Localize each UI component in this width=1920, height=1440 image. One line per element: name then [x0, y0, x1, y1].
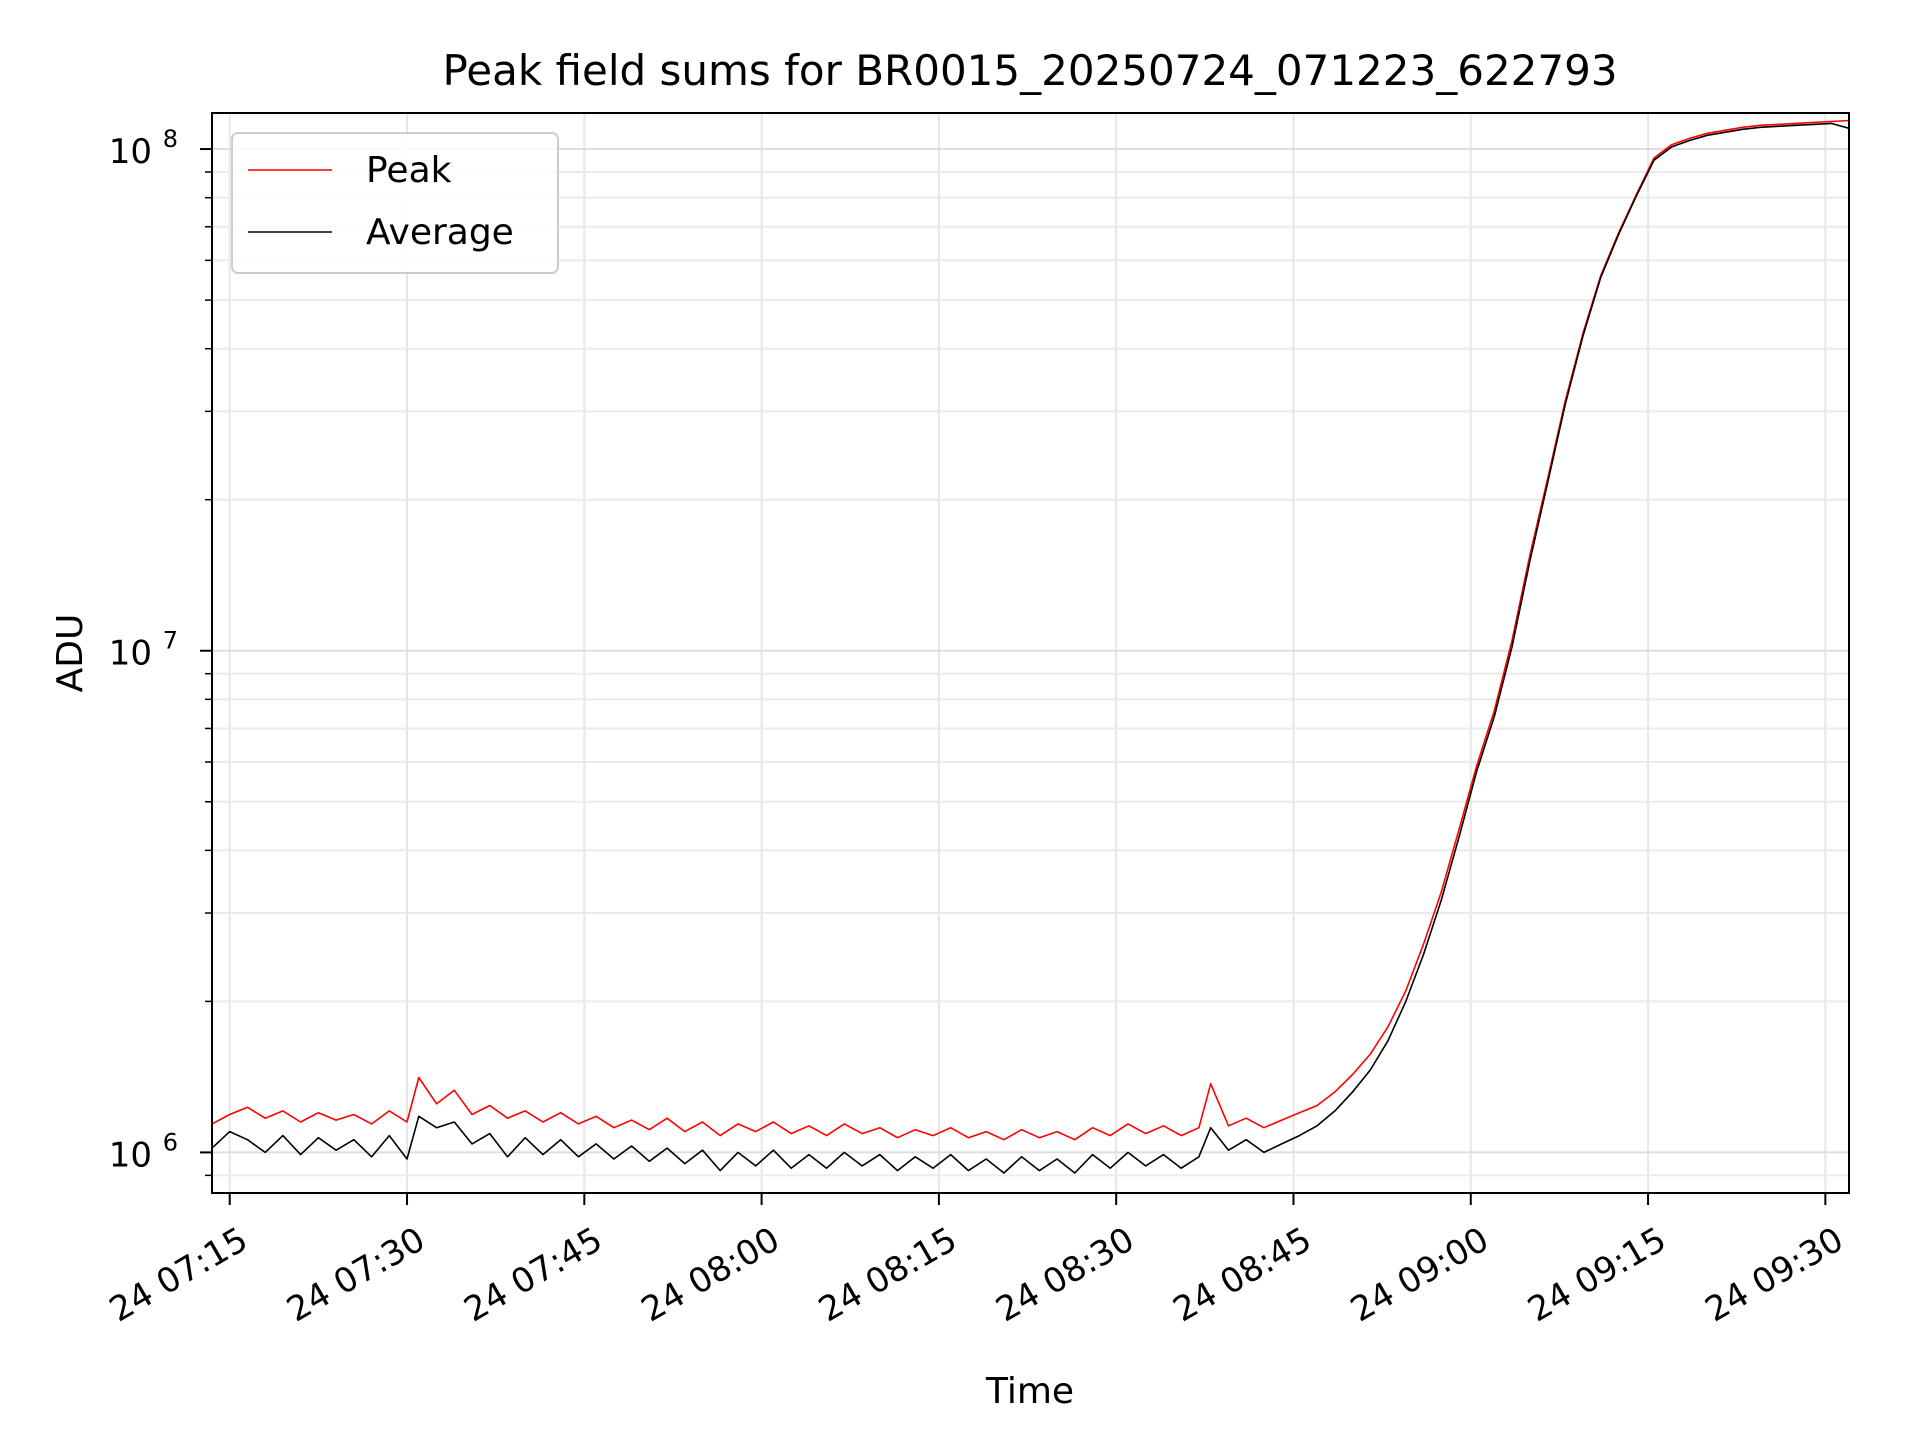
y-tick-exponent: 7: [163, 627, 178, 655]
legend[interactable]: Peak Average: [231, 132, 559, 274]
legend-box: [231, 132, 559, 274]
grid: [212, 113, 1849, 1193]
plot-frame: [211, 112, 1850, 1194]
y-tick-exponent: 8: [163, 125, 178, 153]
y-tick-label: 10: [109, 1135, 152, 1175]
x-axis-label: Time: [985, 1371, 1074, 1412]
y-tick-base: 10: [109, 132, 152, 172]
series-lines: [211, 119, 1850, 1174]
legend-label-average: Average: [366, 212, 514, 253]
y-tick-label: 10: [109, 634, 152, 674]
y-tick-label: 10: [109, 132, 152, 172]
y-tick-exponent: 6: [163, 1128, 178, 1156]
legend-label-peak: Peak: [366, 150, 452, 191]
series-line-average: [211, 122, 1850, 1174]
y-tick-base: 10: [109, 634, 152, 674]
y-axis-ticks: 10 6 10 7 10 8: [109, 125, 212, 1177]
y-axis-label: ADU: [50, 614, 91, 693]
y-tick-base: 10: [109, 1135, 152, 1175]
chart-title: Peak field sums for BR0015_20250724_0712…: [442, 46, 1617, 95]
